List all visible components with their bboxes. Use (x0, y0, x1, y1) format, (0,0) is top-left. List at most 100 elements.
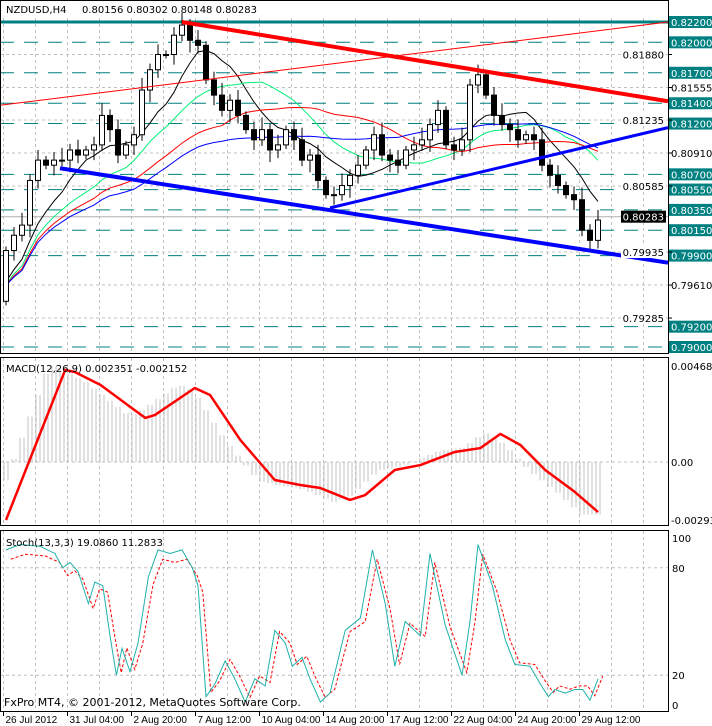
bear-candle (235, 99, 241, 116)
bull-candle (51, 159, 57, 166)
stoch-panel-border (0, 530, 669, 712)
bull-candle (475, 74, 481, 86)
time-axis-label: 2 Aug 20:00 (134, 715, 188, 726)
trendlines[interactable] (0, 20, 669, 265)
time-axis-label: 22 Aug 04:00 (454, 715, 513, 726)
time-axis-label: 24 Aug 20:00 (518, 715, 577, 726)
horizontal-levels (0, 20, 668, 348)
level-price-label: 0.79200 (671, 323, 712, 334)
macd-axis-label: 0.00 (671, 458, 693, 469)
time-axis-label: 14 Aug 20:00 (326, 715, 385, 726)
stoch-main-line (5, 544, 599, 704)
ohlc-values: 0.80156 0.80302 0.80148 0.80283 (82, 5, 257, 16)
bull-candle (139, 89, 145, 136)
level-label-bg (669, 16, 712, 28)
level-label-bg (669, 117, 712, 130)
bull-candle (179, 24, 185, 36)
level-label-bg (669, 340, 712, 353)
price-axis-label-bg (621, 246, 666, 259)
level-label-bg (669, 66, 712, 79)
bull-candle (227, 99, 233, 111)
bull-candle (27, 179, 33, 226)
level-price-label: 0.80350 (671, 206, 712, 217)
bear-candle (251, 129, 257, 141)
bull-candle (259, 129, 265, 141)
level-label-bg (669, 224, 712, 237)
stoch-signal-line (10, 553, 604, 699)
symbol-timeframe: NZDUSD,H4 (6, 5, 66, 16)
bull-candle (131, 134, 137, 146)
price-axis-label: 0.79285 (623, 314, 664, 325)
level-price-label: 0.79900 (671, 252, 712, 263)
price-axis-label: 0.81880 (623, 50, 664, 61)
bull-candle (275, 144, 281, 151)
bull-candle (411, 144, 417, 151)
time-axis-label: 26 Jul 2012 (6, 715, 58, 726)
level-label-bg (669, 320, 712, 333)
bull-candle (523, 134, 529, 141)
bear-candle (483, 74, 489, 96)
bull-candle (35, 159, 41, 181)
macd-axis-label: -0.00293 (671, 516, 712, 527)
level-price-label: 0.81400 (671, 99, 712, 110)
bear-candle (531, 134, 537, 141)
level-label-bg (669, 36, 712, 49)
bull-candle (91, 144, 97, 151)
bull-candle (99, 114, 105, 146)
macd-axis-label: 0.00468 (671, 362, 712, 373)
price-axis-label: 0.80585 (623, 182, 664, 193)
bear-candle (203, 44, 209, 81)
bear-candle (507, 124, 513, 131)
price-axis-label: 0.79610 (671, 281, 712, 292)
bear-candle (115, 129, 121, 156)
price-axis-label: 0.81235 (623, 116, 664, 127)
bull-candle (419, 139, 425, 146)
bear-candle (395, 159, 401, 166)
bull-candle (307, 154, 313, 161)
bear-candle (451, 144, 457, 151)
trendline-rising-red-thin (0, 21, 669, 106)
price-axis-label-bg (621, 48, 666, 61)
bull-candle (363, 149, 369, 166)
bull-candle (283, 129, 289, 146)
bear-candle (387, 154, 393, 161)
level-price-label: 0.82200 (671, 18, 712, 29)
trendline-resistance-red (181, 20, 669, 104)
bull-candle (19, 224, 25, 236)
price-axis-label: 0.81555 (671, 84, 712, 95)
bear-candle (571, 194, 577, 201)
bear-candle (539, 139, 545, 166)
main-panel-border (0, 0, 669, 354)
level-label-bg (669, 168, 712, 181)
price-axis-label-bg (621, 180, 666, 193)
time-axis-label: 7 Aug 12:00 (198, 715, 252, 726)
level-price-label: 0.80700 (671, 170, 712, 181)
bull-candle (371, 134, 377, 151)
level-label-bg (669, 203, 712, 216)
bear-candle (515, 129, 521, 141)
bear-candle (187, 24, 193, 41)
bear-candle (291, 129, 297, 141)
price-axis-label: 0.80910 (671, 149, 712, 160)
current-price-label: 0.80283 (623, 213, 664, 224)
bull-candle (435, 109, 441, 126)
trendline-support-blue-lower (59, 166, 669, 265)
level-label-bg (669, 249, 712, 262)
price-axis-label-bg (621, 312, 666, 325)
stoch-axis-label: 20 (672, 671, 685, 682)
level-label-bg (669, 97, 712, 110)
bull-candle (459, 139, 465, 151)
bull-candle (331, 194, 337, 197)
current-price-bg (621, 210, 666, 223)
bear-candle (299, 139, 305, 161)
level-price-label: 0.81700 (671, 69, 712, 80)
candles (3, 12, 601, 306)
bull-candle (147, 69, 153, 91)
bull-candle (83, 149, 89, 156)
price-axis-label-bg (621, 114, 666, 127)
bear-candle (323, 179, 329, 196)
trendline-support-blue-upper (329, 126, 669, 210)
bear-candle (491, 94, 497, 116)
bull-candle (427, 124, 433, 141)
